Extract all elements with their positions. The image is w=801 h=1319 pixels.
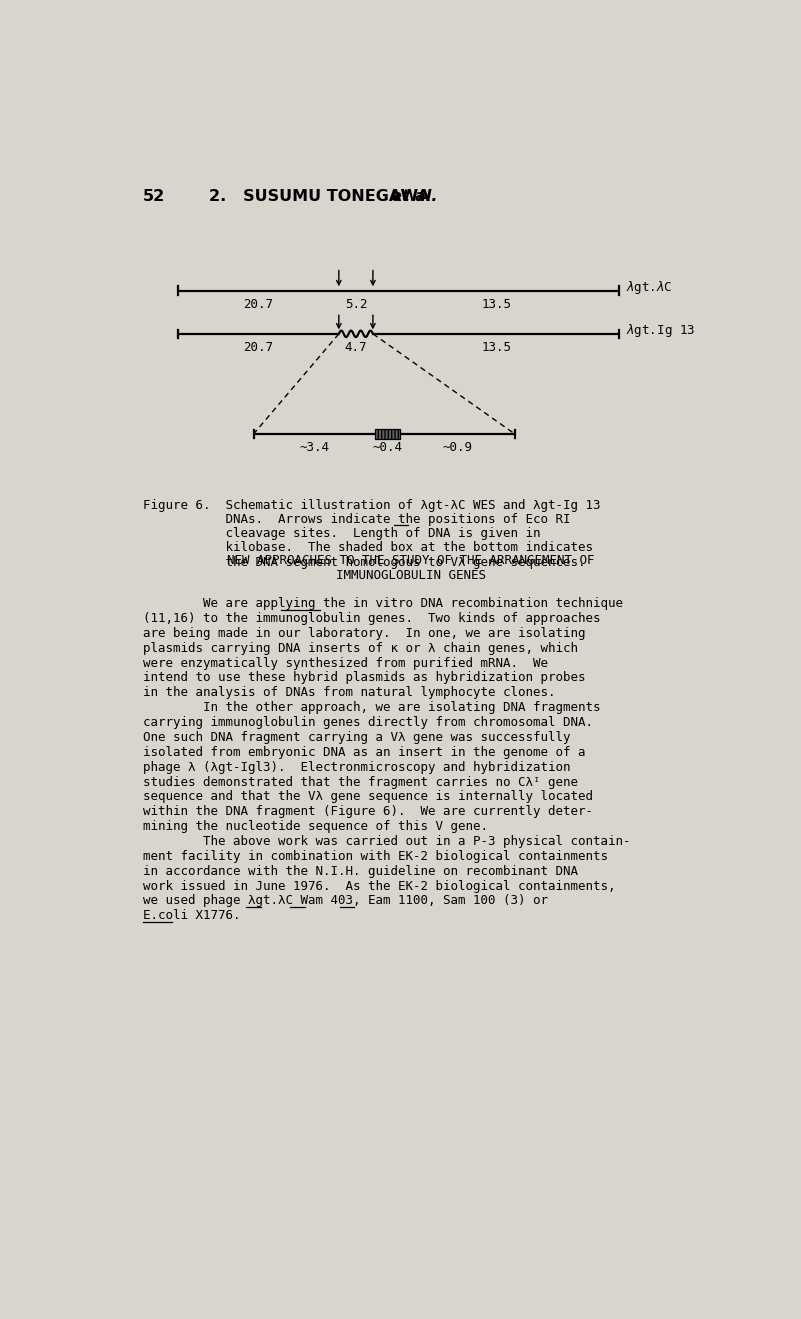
- Text: within the DNA fragment (Figure 6).  We are currently deter-: within the DNA fragment (Figure 6). We a…: [143, 805, 593, 818]
- Text: phage λ (λgt-Igl3).  Electronmicroscopy and hybridization: phage λ (λgt-Igl3). Electronmicroscopy a…: [143, 761, 570, 774]
- Text: et al.: et al.: [391, 189, 437, 203]
- Text: ~3.4: ~3.4: [300, 441, 329, 454]
- Bar: [375, 429, 400, 439]
- Text: ment facility in combination with EK-2 biological containments: ment facility in combination with EK-2 b…: [143, 849, 608, 863]
- Text: Figure 6.  Schematic illustration of λgt-λC WES and λgt-Ig 13: Figure 6. Schematic illustration of λgt-…: [143, 499, 600, 512]
- Text: cleavage sites.  Length of DNA is given in: cleavage sites. Length of DNA is given i…: [143, 528, 540, 539]
- Text: 5.2: 5.2: [344, 298, 367, 311]
- Text: E.coli X1776.: E.coli X1776.: [143, 909, 240, 922]
- Text: intend to use these hybrid plasmids as hybridization probes: intend to use these hybrid plasmids as h…: [143, 671, 586, 685]
- Text: The above work was carried out in a P-3 physical contain-: The above work was carried out in a P-3 …: [143, 835, 630, 848]
- Text: 13.5: 13.5: [481, 298, 511, 311]
- Text: (11,16) to the immunoglobulin genes.  Two kinds of approaches: (11,16) to the immunoglobulin genes. Two…: [143, 612, 600, 625]
- Text: the DNA segment homologous to Vλ gene sequences.: the DNA segment homologous to Vλ gene se…: [143, 555, 586, 568]
- Text: kilobase.  The shaded box at the bottom indicates: kilobase. The shaded box at the bottom i…: [143, 541, 593, 554]
- Text: 52: 52: [143, 189, 165, 203]
- Text: ~0.9: ~0.9: [442, 441, 473, 454]
- Text: $\lambda$gt.$\lambda$C: $\lambda$gt.$\lambda$C: [626, 280, 672, 297]
- Text: 2.   SUSUMU TONEGAWA: 2. SUSUMU TONEGAWA: [208, 189, 435, 203]
- Text: $\lambda$gt.Ig 13: $\lambda$gt.Ig 13: [626, 322, 694, 339]
- Text: DNAs.  Arrows indicate the positions of Eco RI: DNAs. Arrows indicate the positions of E…: [143, 513, 570, 526]
- Text: were enzymatically synthesized from purified mRNA.  We: were enzymatically synthesized from puri…: [143, 657, 548, 670]
- Text: 20.7: 20.7: [244, 340, 273, 353]
- Text: 20.7: 20.7: [244, 298, 273, 311]
- Text: we used phage λgt.λC Wam 403, Eam 1100, Sam 100 (3) or: we used phage λgt.λC Wam 403, Eam 1100, …: [143, 894, 548, 907]
- Text: carrying immunoglobulin genes directly from chromosomal DNA.: carrying immunoglobulin genes directly f…: [143, 716, 593, 729]
- Text: mining the nucleotide sequence of this V gene.: mining the nucleotide sequence of this V…: [143, 820, 488, 834]
- Text: 13.5: 13.5: [481, 340, 511, 353]
- Text: isolated from embryonic DNA as an insert in the genome of a: isolated from embryonic DNA as an insert…: [143, 745, 586, 758]
- Text: sequence and that the Vλ gene sequence is internally located: sequence and that the Vλ gene sequence i…: [143, 790, 593, 803]
- Text: in the analysis of DNAs from natural lymphocyte clones.: in the analysis of DNAs from natural lym…: [143, 686, 555, 699]
- Text: IMMUNOGLOBULIN GENES: IMMUNOGLOBULIN GENES: [336, 568, 485, 582]
- Text: in accordance with the N.I.H. guideline on recombinant DNA: in accordance with the N.I.H. guideline …: [143, 865, 578, 877]
- Text: are being made in our laboratory.  In one, we are isolating: are being made in our laboratory. In one…: [143, 627, 586, 640]
- Text: 4.7: 4.7: [344, 340, 367, 353]
- Text: We are applying the in vitro DNA recombination technique: We are applying the in vitro DNA recombi…: [143, 598, 622, 611]
- Text: NEW APPROACHES TO THE STUDY OF THE ARRANGEMENT OF: NEW APPROACHES TO THE STUDY OF THE ARRAN…: [227, 554, 594, 567]
- Text: In the other approach, we are isolating DNA fragments: In the other approach, we are isolating …: [143, 702, 600, 714]
- Text: work issued in June 1976.  As the EK-2 biological containments,: work issued in June 1976. As the EK-2 bi…: [143, 880, 615, 893]
- Text: studies demonstrated that the fragment carries no Cλᴵ gene: studies demonstrated that the fragment c…: [143, 776, 578, 789]
- Text: plasmids carrying DNA inserts of κ or λ chain genes, which: plasmids carrying DNA inserts of κ or λ …: [143, 642, 578, 654]
- Text: One such DNA fragment carrying a Vλ gene was successfully: One such DNA fragment carrying a Vλ gene…: [143, 731, 570, 744]
- Text: ~0.4: ~0.4: [372, 441, 403, 454]
